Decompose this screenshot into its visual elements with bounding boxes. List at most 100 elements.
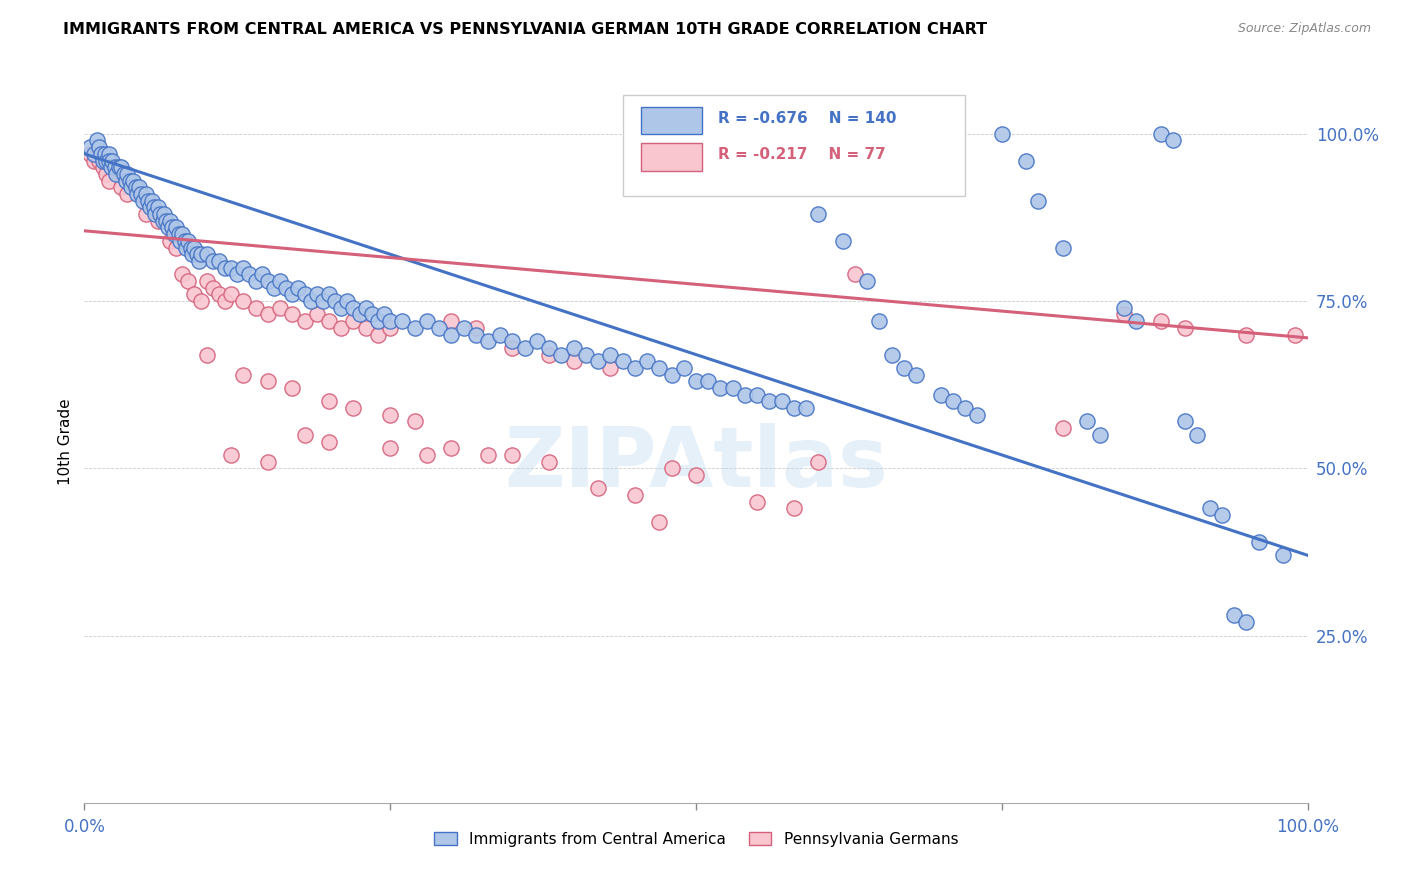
Point xyxy=(856,274,879,288)
Point xyxy=(354,301,377,315)
Point xyxy=(287,281,309,295)
Point xyxy=(105,167,128,181)
Point xyxy=(1284,327,1306,342)
Point xyxy=(360,307,382,322)
Point xyxy=(380,314,402,328)
Point xyxy=(880,348,903,362)
Point xyxy=(323,294,346,309)
Point xyxy=(269,301,291,315)
Point xyxy=(380,442,402,455)
Point xyxy=(263,281,285,295)
Point xyxy=(342,401,364,416)
Point xyxy=(929,387,952,401)
Point xyxy=(1015,153,1038,168)
Text: ZIPAtlas: ZIPAtlas xyxy=(503,423,889,504)
Point xyxy=(672,361,695,376)
Point xyxy=(122,173,145,188)
Point xyxy=(502,334,524,349)
Point xyxy=(734,387,756,401)
Point xyxy=(1114,307,1136,322)
Point xyxy=(354,321,377,335)
Point xyxy=(318,434,340,449)
Point xyxy=(86,147,108,161)
Point xyxy=(636,354,658,368)
Point xyxy=(100,161,122,175)
Point xyxy=(139,201,162,215)
Point xyxy=(214,260,236,275)
Point xyxy=(129,187,152,202)
Point xyxy=(208,254,231,268)
Point xyxy=(783,501,806,516)
Point xyxy=(294,287,316,301)
Point xyxy=(107,161,129,175)
Point xyxy=(318,287,340,301)
Point xyxy=(87,140,110,154)
Point xyxy=(697,375,720,389)
Point xyxy=(538,348,561,362)
Point xyxy=(380,408,402,422)
Point xyxy=(186,247,208,261)
Point xyxy=(83,153,105,168)
Point xyxy=(794,401,817,416)
Point xyxy=(128,180,150,194)
Point xyxy=(135,187,157,202)
Point xyxy=(991,127,1014,141)
Point xyxy=(135,207,157,221)
Point xyxy=(747,387,769,401)
Point xyxy=(146,201,169,215)
Point xyxy=(966,408,988,422)
Point xyxy=(869,314,891,328)
Point xyxy=(162,220,184,235)
Point xyxy=(648,361,671,376)
Point xyxy=(562,341,585,355)
Point xyxy=(349,307,371,322)
Point xyxy=(96,167,118,181)
Point xyxy=(257,307,280,322)
Point xyxy=(318,314,340,328)
Point xyxy=(294,314,316,328)
Point xyxy=(110,180,132,194)
Point xyxy=(97,147,120,161)
Point xyxy=(110,161,132,175)
Point xyxy=(153,207,176,221)
Text: Source: ZipAtlas.com: Source: ZipAtlas.com xyxy=(1237,22,1371,36)
Legend: Immigrants from Central America, Pennsylvania Germans: Immigrants from Central America, Pennsyl… xyxy=(427,826,965,853)
Point xyxy=(90,147,112,161)
Point xyxy=(97,173,120,188)
Point xyxy=(87,153,110,168)
Point xyxy=(477,448,499,462)
Point xyxy=(281,381,304,395)
Point xyxy=(163,227,186,242)
Point xyxy=(464,327,486,342)
Point xyxy=(1150,127,1173,141)
Point xyxy=(219,448,242,462)
Point xyxy=(1076,414,1098,429)
Point xyxy=(118,173,141,188)
Point xyxy=(149,207,172,221)
Point xyxy=(125,187,148,202)
Point xyxy=(1223,608,1246,623)
Point xyxy=(91,161,114,175)
Point xyxy=(1198,501,1220,516)
Point xyxy=(453,321,475,335)
Point xyxy=(1125,314,1147,328)
Point xyxy=(112,167,135,181)
Point xyxy=(305,307,328,322)
Point xyxy=(281,307,304,322)
Text: R = -0.217    N = 77: R = -0.217 N = 77 xyxy=(718,147,886,162)
Point xyxy=(758,394,780,409)
Point xyxy=(477,334,499,349)
Point xyxy=(538,455,561,469)
Point xyxy=(1052,421,1074,435)
Point xyxy=(1236,327,1258,342)
Point xyxy=(173,234,195,248)
Point xyxy=(101,153,124,168)
Point xyxy=(575,348,598,362)
Point xyxy=(427,321,450,335)
Point xyxy=(195,247,218,261)
Point xyxy=(190,247,212,261)
Point xyxy=(342,314,364,328)
Point xyxy=(330,321,353,335)
Point xyxy=(238,268,260,282)
Point xyxy=(1247,534,1270,549)
